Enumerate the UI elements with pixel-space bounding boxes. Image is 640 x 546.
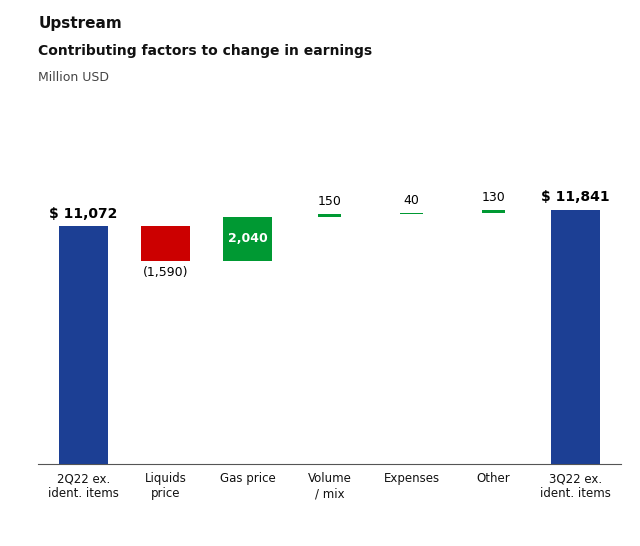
Text: 2,040: 2,040 bbox=[228, 232, 268, 245]
Bar bbox=[318, 213, 341, 217]
Bar bbox=[223, 217, 272, 260]
Bar bbox=[551, 210, 600, 464]
Text: 150: 150 bbox=[317, 195, 342, 208]
Text: Contributing factors to change in earnings: Contributing factors to change in earnin… bbox=[38, 44, 372, 58]
Text: 40: 40 bbox=[404, 194, 420, 207]
Text: Million USD: Million USD bbox=[38, 71, 109, 84]
Text: Upstream: Upstream bbox=[38, 16, 122, 31]
Text: 130: 130 bbox=[482, 191, 506, 204]
Bar bbox=[482, 210, 505, 213]
Text: (1,590): (1,590) bbox=[143, 266, 188, 279]
Text: $ 11,072: $ 11,072 bbox=[49, 207, 118, 221]
Text: $ 11,841: $ 11,841 bbox=[541, 191, 610, 204]
Bar bbox=[141, 227, 190, 260]
Bar bbox=[59, 227, 108, 464]
